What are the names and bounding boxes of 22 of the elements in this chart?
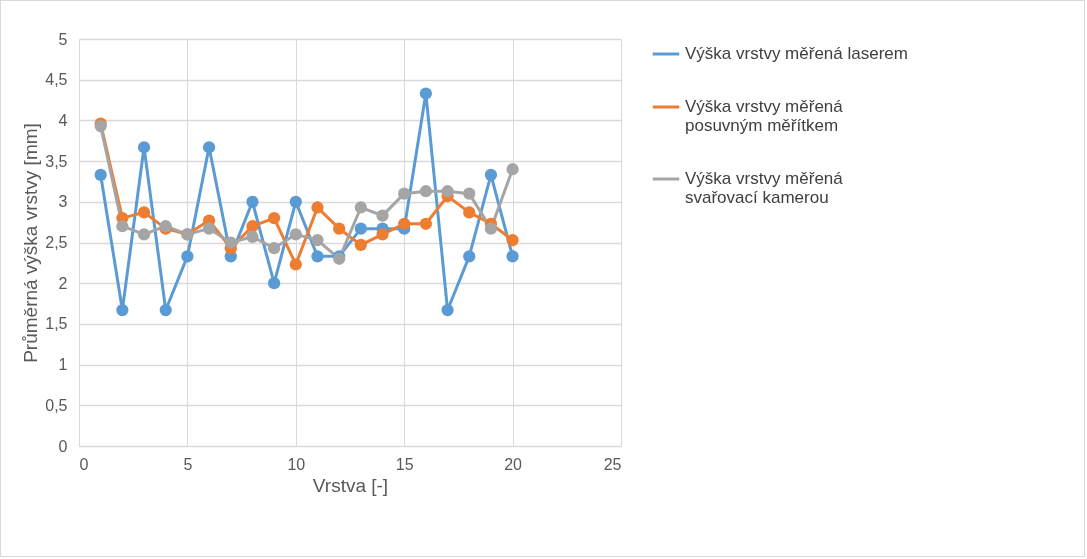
y-tick-label: 1: [58, 356, 68, 374]
y-tick-label: 2: [58, 274, 68, 292]
y-tick-label: 3,5: [45, 152, 68, 170]
y-tick-label: 2,5: [45, 234, 68, 251]
y-tick-label: 1,5: [45, 315, 68, 333]
legend-label: Výška vrstvy měřená posuvným měřítkem: [685, 97, 844, 135]
x-tick-label: 15: [395, 455, 414, 473]
y-axis-title: Průměrná výška vrstvy [mm]: [20, 123, 42, 363]
y-tick-label: 0: [58, 437, 68, 455]
legend-label: Výška vrstvy měřená svařovací kamerou: [685, 169, 844, 207]
y-tick-label: 5: [58, 30, 68, 48]
x-tick-label: 0: [79, 455, 89, 473]
y-tick-label: 0,5: [45, 396, 68, 414]
y-tick-label: 4: [58, 111, 68, 129]
x-tick-label: 5: [183, 455, 193, 473]
legend-label: Výška vrstvy měřená laserem: [685, 44, 908, 63]
x-tick-label: 20: [504, 455, 523, 473]
x-tick-label: 10: [287, 455, 306, 473]
x-tick-label: 25: [603, 455, 622, 473]
y-tick-label: 4,5: [45, 71, 68, 89]
y-tick-label: 3: [58, 193, 68, 211]
x-axis-title: Vrstva [-]: [312, 474, 389, 496]
